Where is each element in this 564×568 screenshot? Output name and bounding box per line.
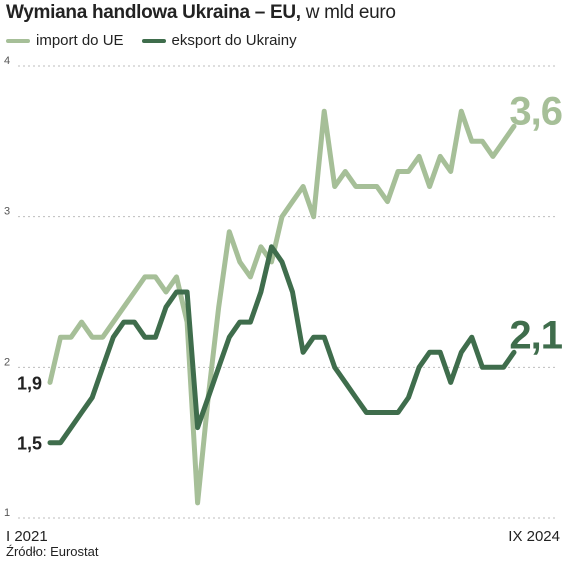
series-line-import — [47, 108, 517, 506]
x-label-end: IX 2024 — [508, 528, 560, 545]
x-label-start: I 2021 — [6, 528, 48, 545]
legend-swatch-export — [141, 38, 166, 43]
y-tick-label-2: 2 — [4, 356, 10, 368]
end-label-export: 2,1 — [509, 313, 562, 357]
start-label-import: 1,9 — [17, 373, 42, 393]
y-tick-label-4: 4 — [4, 55, 10, 67]
start-label-export: 1,5 — [17, 434, 42, 454]
legend-swatch-import — [6, 38, 30, 43]
chart-title: Wymiana handlowa Ukraina – EU, w mld eur… — [6, 2, 396, 24]
y-tick-label-1: 1 — [4, 507, 10, 519]
chart-title-unit: w mld euro — [300, 2, 396, 23]
series-line-export — [47, 244, 517, 446]
legend-item-export: eksport do Ukrainy — [141, 32, 297, 49]
source-note: Źródło: Eurostat — [6, 544, 99, 559]
end-label-import: 3,6 — [509, 89, 562, 133]
legend-label-import: import do UE — [36, 32, 124, 49]
chart-title-bold: Wymiana handlowa Ukraina – EU, — [6, 2, 301, 23]
legend-item-import: import do UE — [6, 32, 124, 49]
legend: import do UE eksport do Ukrainy — [6, 32, 315, 49]
y-tick-label-3: 3 — [4, 206, 10, 218]
legend-label-export: eksport do Ukrainy — [171, 32, 297, 49]
